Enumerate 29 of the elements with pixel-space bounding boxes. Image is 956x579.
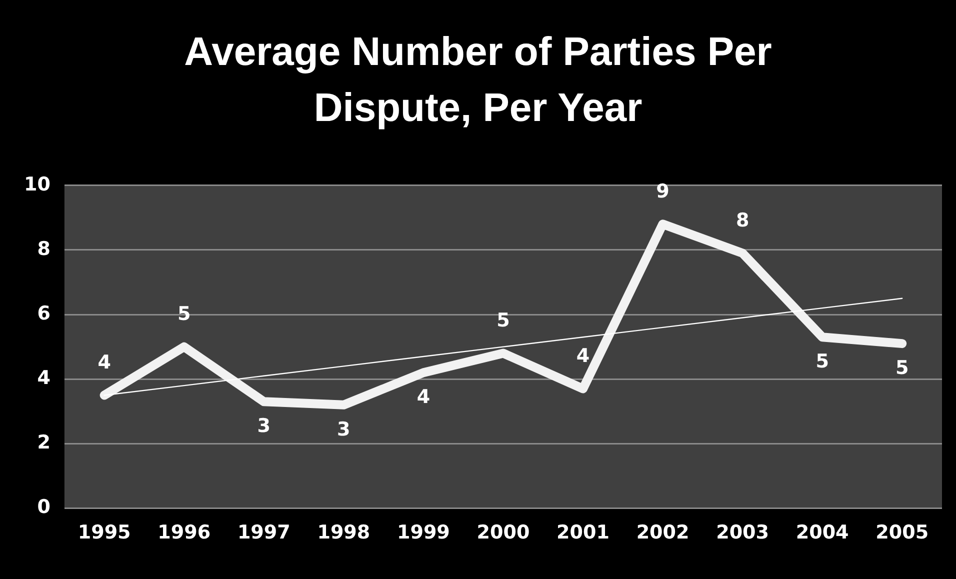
x-tick-label: 1996 — [158, 522, 211, 544]
x-tick-label: 1999 — [396, 522, 450, 544]
data-label: 5 — [895, 357, 909, 380]
chart-title: Average Number of Parties Per Dispute, Per Year — [183, 29, 773, 132]
y-tick-label: 2 — [37, 432, 50, 454]
data-label: 5 — [496, 310, 510, 332]
data-label: 5 — [816, 350, 829, 373]
data-label: 4 — [98, 352, 111, 374]
data-label: 9 — [656, 180, 670, 203]
y-tick-label: 8 — [37, 238, 50, 260]
x-tick-label: 2005 — [876, 522, 929, 544]
y-tick-label: 0 — [37, 496, 50, 518]
x-tick-label: 1995 — [78, 522, 131, 544]
data-label: 3 — [337, 418, 350, 440]
x-tick-label: 2000 — [476, 522, 530, 544]
data-label: 5 — [177, 303, 191, 326]
y-tick-label: 4 — [37, 367, 50, 390]
x-tick-label: 2001 — [556, 522, 610, 544]
x-tick-label: 2004 — [796, 522, 849, 544]
data-label: 4 — [416, 386, 430, 408]
data-label: 4 — [576, 345, 590, 368]
data-label: 3 — [257, 415, 271, 438]
data-label: 8 — [736, 210, 750, 232]
y-tick-label: 10 — [24, 173, 50, 196]
x-tick-label: 2002 — [636, 522, 690, 544]
y-tick-label: 6 — [37, 302, 50, 324]
x-tick-label: 1998 — [317, 522, 370, 544]
x-tick-label: 2003 — [716, 522, 769, 544]
x-tick-label: 1997 — [237, 522, 290, 544]
